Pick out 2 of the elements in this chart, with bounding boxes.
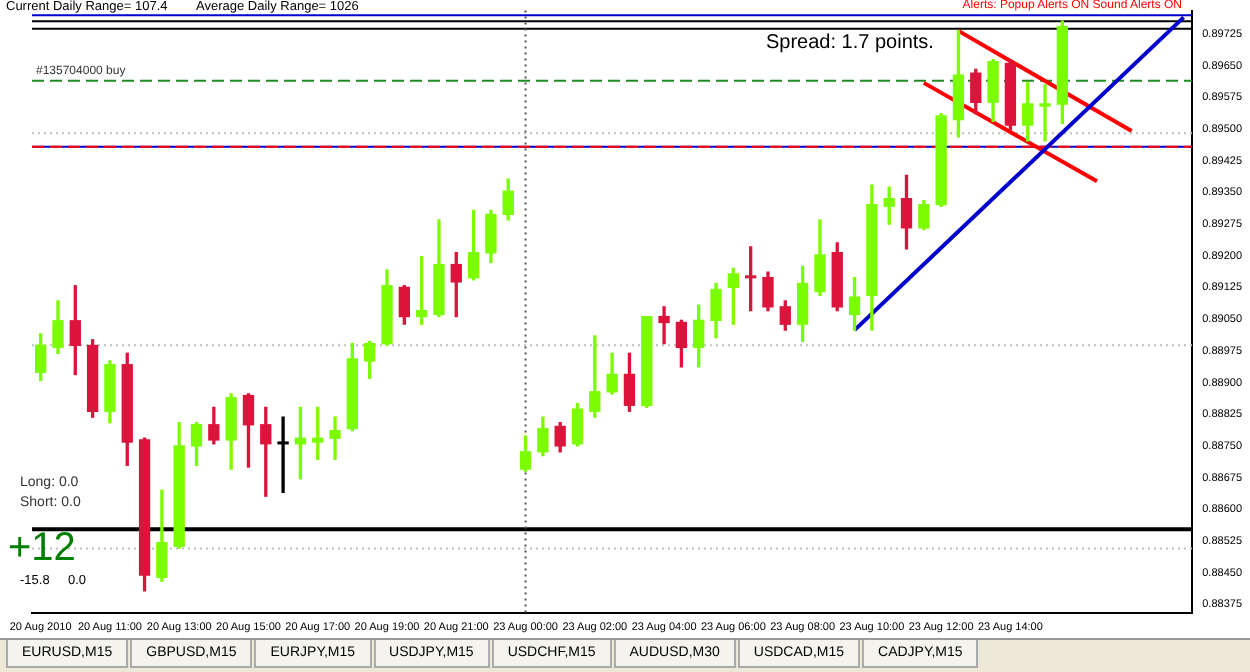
annotation: +12 bbox=[8, 526, 76, 570]
annotation: Spread: 1.7 points. bbox=[766, 32, 934, 54]
